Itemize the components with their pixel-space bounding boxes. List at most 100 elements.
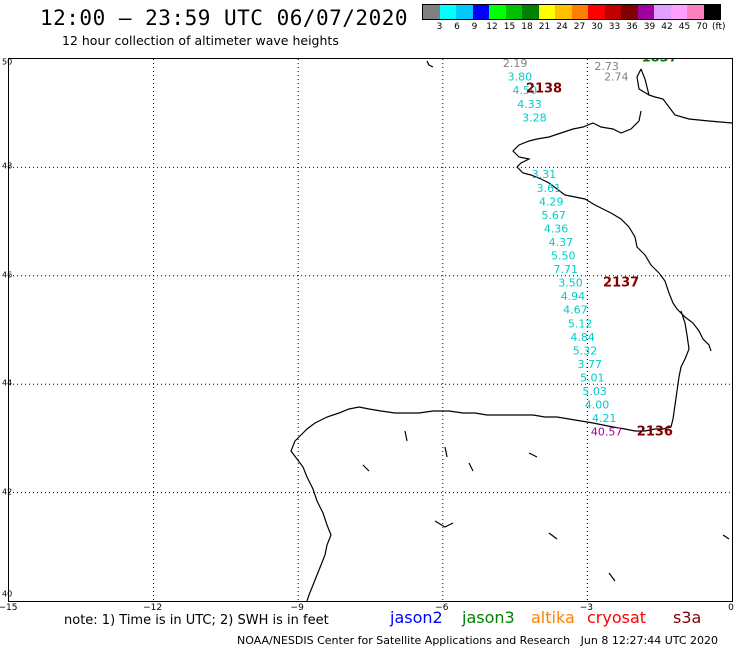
legend-tick-label: 30 <box>591 22 603 32</box>
wave-height-value: 5.12 <box>568 317 593 330</box>
river-fragment <box>362 464 370 472</box>
wave-height-value: 4.94 <box>561 290 586 303</box>
wave-height-value: 7.71 <box>553 263 578 276</box>
legend-swatch <box>456 5 473 19</box>
satellite-name: cryosat <box>587 608 647 627</box>
legend-swatch <box>472 5 489 19</box>
legend-swatch <box>439 5 456 19</box>
legend-tick-label: 3 <box>436 22 443 32</box>
footer-note: note: 1) Time is in UTC; 2) SWH is in fe… <box>64 613 329 628</box>
river-fragment <box>528 452 538 458</box>
wave-height-value: 2.73 <box>594 60 619 73</box>
y-tick-label: 44 <box>2 378 13 388</box>
legend-tick-label: 6 <box>454 22 460 32</box>
wave-height-value: 5.03 <box>582 385 607 398</box>
y-tick-label: 50 <box>2 57 13 67</box>
wave-height-value: 4.37 <box>549 236 574 249</box>
wave-height-value: 4.36 <box>544 222 569 235</box>
legend-tick-label: 18 <box>521 22 533 32</box>
legend-tick-label: 12 <box>486 22 498 32</box>
wave-height-value: 4.67 <box>563 304 588 317</box>
satellite-name: jason3 <box>462 608 515 627</box>
legend-tick-label: 33 <box>608 22 621 32</box>
legend-tick-label: 70 <box>696 22 708 32</box>
page-title: 12:00 – 23:59 UTC 06/07/2020 <box>40 6 409 30</box>
river-fragment <box>444 446 448 458</box>
wave-height-value: 3.31 <box>532 168 557 181</box>
x-tick-label: −15 <box>0 603 18 613</box>
coastline-cotentin <box>636 68 650 96</box>
y-tick-label: 40 <box>2 589 13 599</box>
river-fragment <box>722 534 730 540</box>
wave-height-value: 5.01 <box>580 371 605 384</box>
satellite-name: jason2 <box>390 608 443 627</box>
river-fragment <box>434 520 454 528</box>
legend-swatch <box>654 5 671 19</box>
legend-swatch <box>522 5 539 19</box>
wave-height-points: 3.142.732.7418372.193.804.504.333.282138… <box>503 49 678 440</box>
legend-tick-label: 9 <box>471 22 478 32</box>
wave-height-value: 5.67 <box>541 209 566 222</box>
wave-height-value: 3.80 <box>508 71 533 84</box>
wave-height-value: 4.21 <box>592 412 617 425</box>
legend-tick-label: 45 <box>678 22 691 32</box>
wave-height-value: 4.33 <box>517 98 542 111</box>
legend-tick-label: 27 <box>573 22 586 32</box>
x-tick-label: 0 <box>728 603 734 613</box>
x-tick-label: −12 <box>143 603 163 613</box>
legend-tick-label: 39 <box>643 22 656 32</box>
x-tick-label: −6 <box>435 603 449 613</box>
coastline-brittany-north <box>512 110 642 196</box>
legend-tick-label: 15 <box>503 22 516 32</box>
satellite-name: s3a <box>673 608 702 627</box>
coastline-brittany-south <box>564 194 712 352</box>
coastline-cantabria <box>294 406 672 442</box>
footer-credit: NOAA/NESDIS Center for Satellite Applica… <box>237 634 718 647</box>
river-fragment <box>608 572 616 582</box>
wave-height-value: 5.32 <box>573 344 598 357</box>
legend-swatch <box>588 5 605 19</box>
legend-swatch <box>489 5 506 19</box>
wave-height-value: 40.57 <box>591 426 623 439</box>
wave-height-value: 4.50 <box>512 84 537 97</box>
y-tick-label: 46 <box>2 270 13 280</box>
legend-tick-label: 21 <box>538 22 551 32</box>
legend-swatch <box>571 5 588 19</box>
wave-height-value: 2.19 <box>503 59 528 70</box>
map-canvas: 3.142.732.7418372.193.804.504.333.282138… <box>9 49 733 602</box>
track-time-label: 2137 <box>603 276 639 291</box>
wave-height-value: 2.74 <box>604 71 629 84</box>
legend-swatch <box>621 5 638 19</box>
legend-swatch <box>604 5 621 19</box>
coastline-galicia <box>290 440 332 602</box>
river-fragment <box>548 532 558 540</box>
coastline-normandy <box>640 68 733 124</box>
y-tick-label: 42 <box>2 487 13 497</box>
wave-height-value: 3.28 <box>522 111 547 124</box>
legend-swatch <box>538 5 555 19</box>
satellite-name: altika <box>531 608 575 627</box>
legend-swatches <box>422 4 721 20</box>
wave-height-value: 4.84 <box>570 331 595 344</box>
coastline <box>290 60 733 602</box>
x-tick-label: −9 <box>290 603 304 613</box>
legend-swatch <box>637 5 654 19</box>
wave-height-value: 3.61 <box>537 182 562 195</box>
legend-unit: (ft) <box>712 22 726 32</box>
color-legend: (ft) 3 6 9 12 15 18 21 24 27 30 33 36 39 42 45 70 <box>422 4 726 32</box>
legend-swatch <box>670 5 687 19</box>
credit-text: NOAA/NESDIS Center for Satellite Applica… <box>237 634 571 647</box>
track-time-label: 2136 <box>637 425 673 440</box>
wave-height-value: 5.50 <box>551 250 576 263</box>
map-panel: 3.142.732.7418372.193.804.504.333.282138… <box>8 49 733 602</box>
coastline-aquitaine <box>670 310 690 428</box>
wave-height-value: 3.50 <box>558 277 583 290</box>
track-time-label: 1837 <box>642 59 678 66</box>
credit-timestamp: Jun 8 12:27:44 UTC 2020 <box>580 634 719 647</box>
coastline-southwest-england <box>426 60 434 68</box>
page-subtitle: 12 hour collection of altimeter wave hei… <box>62 33 339 48</box>
lat-lon-grid <box>9 59 732 601</box>
legend-ticks: (ft) 3 6 9 12 15 18 21 24 27 30 33 36 39 42 45 70 <box>422 20 726 32</box>
track-time-label: 2138 <box>526 82 562 97</box>
wave-height-value: 4.00 <box>585 399 610 412</box>
